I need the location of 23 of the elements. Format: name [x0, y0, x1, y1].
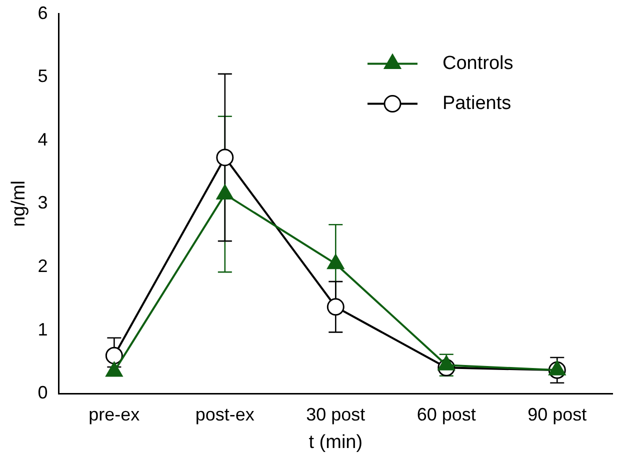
y-tick-label: 6 — [38, 2, 48, 23]
y-tick-label: 4 — [38, 129, 48, 150]
x-tick-label: 90 post — [528, 404, 587, 424]
point — [438, 355, 455, 370]
point — [106, 362, 123, 377]
y-axis-title: ng/ml — [8, 180, 30, 227]
point — [105, 346, 123, 364]
y-tick-label: 2 — [38, 256, 48, 276]
point — [327, 254, 344, 270]
y-tick-label: 0 — [38, 382, 48, 403]
y-tick-label: 3 — [38, 192, 48, 213]
point — [216, 148, 234, 166]
x-tick-label: pre-ex — [88, 404, 140, 424]
legend-label: Patients — [442, 93, 512, 114]
x-axis-title: t (min) — [308, 432, 363, 453]
y-tick-label: 5 — [38, 66, 48, 86]
y-tick-label: 1 — [38, 319, 48, 340]
point — [326, 298, 344, 316]
x-tick-label: 60 post — [416, 404, 476, 424]
x-tick-label: 30 post — [306, 404, 366, 424]
x-tick-label: post-ex — [195, 404, 254, 424]
point — [548, 360, 566, 376]
legend-label: Controls — [442, 53, 514, 74]
